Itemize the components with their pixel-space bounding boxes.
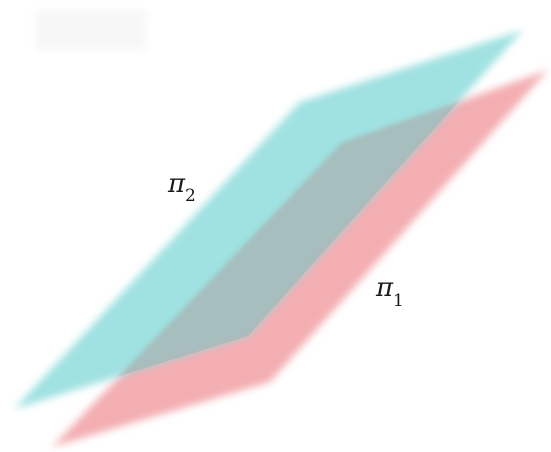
background-artifact: [36, 10, 146, 50]
plane-label-pi2-subscript: 2: [185, 186, 196, 206]
plane-label-pi1: π 1: [375, 273, 404, 311]
plane-label-pi1-symbol: π: [375, 273, 394, 303]
plane-label-pi2-symbol: π: [167, 169, 186, 199]
plane-label-pi1-subscript: 1: [393, 291, 404, 311]
plane-label-pi2: π 2: [167, 169, 196, 206]
